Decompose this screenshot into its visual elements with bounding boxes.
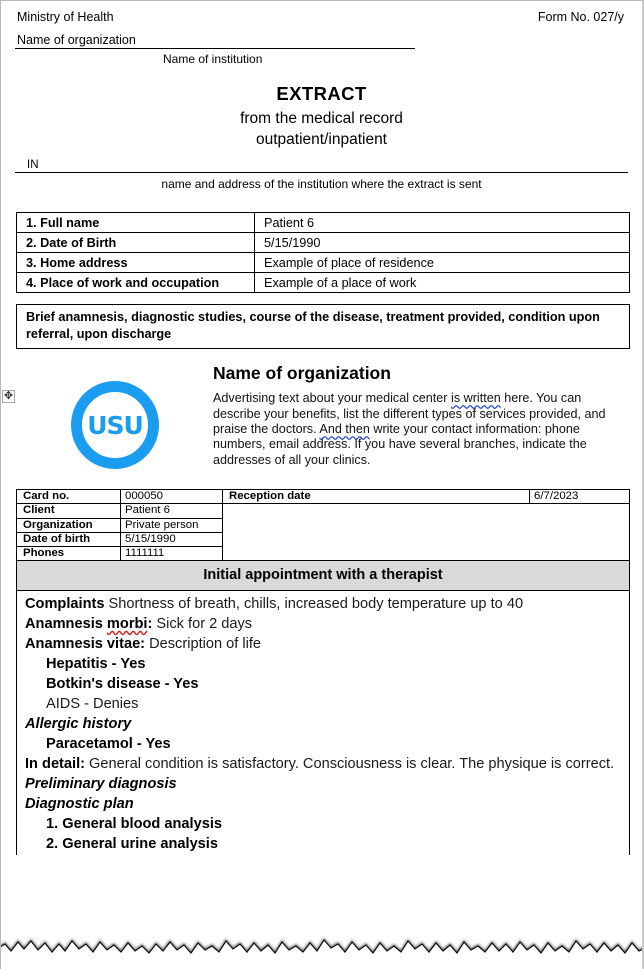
table-row: 1. Full name Patient 6 bbox=[16, 212, 630, 233]
card-field-value[interactable]: 1111111 bbox=[120, 545, 223, 561]
page-title: EXTRACT bbox=[276, 83, 367, 104]
page-subtitle-1: from the medical record bbox=[240, 110, 403, 127]
botkin-disease-item: Botkin's disease - Yes bbox=[46, 675, 199, 692]
table-row: Date of birth 5/15/1990 bbox=[16, 531, 630, 547]
reception-date-value[interactable]: 6/7/2023 bbox=[529, 489, 630, 505]
aids-item: AIDS - Denies bbox=[46, 695, 139, 712]
grammar-flagged-phrase-1: is written bbox=[451, 391, 501, 406]
document-header: Ministry of Health Form No. 027/y bbox=[15, 10, 628, 24]
torn-paper-edge bbox=[1, 925, 642, 969]
allergic-history-header: Allergic history bbox=[25, 715, 132, 732]
hepatitis-item: Hepatitis - Yes bbox=[46, 655, 146, 672]
form-number: Form No. 027/y bbox=[537, 10, 624, 24]
patient-field-label: 3. Home address bbox=[16, 252, 255, 273]
patient-field-value[interactable]: Patient 6 bbox=[254, 212, 630, 233]
table-row: 2. Date of Birth 5/15/1990 bbox=[16, 232, 630, 253]
card-field-value[interactable]: 000050 bbox=[120, 489, 223, 505]
anamnesis-instruction-box: Brief anamnesis, diagnostic studies, cou… bbox=[16, 304, 630, 350]
page-subtitle-2: outpatient/inpatient bbox=[256, 131, 387, 148]
reception-date-label: Reception date bbox=[222, 489, 530, 505]
patient-field-label: 4. Place of work and occupation bbox=[16, 272, 255, 293]
complaints-value: Shortness of breath, chills, increased b… bbox=[104, 595, 524, 612]
advertising-body: Advertising text about your medical cent… bbox=[213, 391, 610, 468]
page-content: Ministry of Health Form No. 027/y Name o… bbox=[1, 1, 642, 855]
clinical-notes: Complaints Shortness of breath, chills, … bbox=[16, 590, 630, 855]
complaints-label: Complaints bbox=[25, 595, 105, 612]
card-field-value[interactable]: Private person bbox=[120, 517, 223, 533]
advertising-block: USU Name of organization Advertising tex… bbox=[15, 363, 628, 470]
institution-caption: Name of institution bbox=[163, 52, 263, 66]
diagnostic-plan-header: Diagnostic plan bbox=[25, 795, 134, 812]
card-field-label: Card no. bbox=[16, 489, 121, 505]
in-detail-label: In detail: bbox=[25, 755, 85, 772]
anamnesis-morbi-line: Anamnesis morbi: Sick for 2 days bbox=[25, 615, 621, 635]
patient-field-value[interactable]: Example of a place of work bbox=[254, 272, 630, 293]
in-detail-line: In detail: General condition is satisfac… bbox=[25, 755, 621, 775]
destination-field[interactable]: IN bbox=[15, 159, 628, 173]
usu-logo-icon: USU bbox=[71, 381, 159, 470]
ministry-label: Ministry of Health bbox=[17, 10, 114, 24]
table-move-handle-icon[interactable]: ✥ bbox=[2, 390, 15, 403]
patient-field-value[interactable]: 5/15/1990 bbox=[254, 232, 630, 253]
card-field-label: Date of birth bbox=[16, 531, 121, 547]
logo-label: USU bbox=[87, 410, 144, 440]
card-field-value[interactable]: 5/15/1990 bbox=[120, 531, 223, 547]
card-field-value[interactable]: Patient 6 bbox=[120, 503, 223, 519]
anamnesis-morbi-label-a: Anamnesis bbox=[25, 615, 107, 632]
destination-caption: name and address of the institution wher… bbox=[161, 177, 482, 191]
anamnesis-morbi-label-c: : bbox=[147, 615, 153, 632]
table-row: Card no. 000050 Reception date 6/7/2023 bbox=[16, 489, 630, 505]
card-empty-cell bbox=[222, 503, 630, 518]
ad-text-part-1: Advertising text about your medical cent… bbox=[213, 391, 452, 406]
table-row: Organization Private person bbox=[16, 517, 630, 533]
card-details-table: Card no. 000050 Reception date 6/7/2023 … bbox=[16, 489, 630, 561]
appointment-section-header: Initial appointment with a therapist bbox=[16, 560, 630, 591]
in-detail-value: General condition is satisfactory. Consc… bbox=[85, 755, 615, 772]
patient-field-value[interactable]: Example of place of residence bbox=[254, 252, 630, 273]
table-row: 4. Place of work and occupation Example … bbox=[16, 272, 630, 293]
complaints-line: Complaints Shortness of breath, chills, … bbox=[25, 595, 621, 615]
table-row: 3. Home address Example of place of resi… bbox=[16, 252, 630, 273]
organization-name-field[interactable]: Name of organization bbox=[15, 33, 415, 49]
table-row: Phones 1111111 bbox=[16, 545, 630, 561]
card-empty-cell bbox=[222, 546, 630, 561]
grammar-flagged-phrase-2: And then bbox=[319, 422, 370, 436]
card-field-label: Phones bbox=[16, 545, 121, 561]
advertising-title: Name of organization bbox=[213, 363, 391, 384]
patient-field-label: 1. Full name bbox=[16, 212, 255, 233]
anamnesis-morbi-value: Sick for 2 days bbox=[152, 615, 253, 632]
card-field-label: Client bbox=[16, 503, 121, 519]
table-row: Client Patient 6 bbox=[16, 503, 630, 519]
ad-text-part-3: write your contact information: phone nu… bbox=[213, 422, 587, 467]
anamnesis-vitae-line: Anamnesis vitae: Description of life bbox=[25, 635, 621, 655]
patient-field-label: 2. Date of Birth bbox=[16, 232, 255, 253]
card-empty-cell bbox=[222, 518, 630, 533]
ad-text-part-2: here. You can describe your benefits, li… bbox=[213, 391, 606, 436]
anamnesis-vitae-label: Anamnesis vitae: bbox=[25, 635, 146, 652]
diagnostic-plan-item-2: 2. General urine analysis bbox=[46, 835, 218, 852]
advertising-text-container: Name of organization Advertising text ab… bbox=[213, 363, 628, 469]
diagnostic-plan-item-1: 1. General blood analysis bbox=[46, 815, 223, 832]
spell-flagged-word-morbi: morbi bbox=[106, 615, 148, 632]
card-empty-cell bbox=[222, 532, 630, 547]
patient-info-table: 1. Full name Patient 6 2. Date of Birth … bbox=[16, 212, 630, 293]
card-field-label: Organization bbox=[16, 517, 121, 533]
paracetamol-item: Paracetamol - Yes bbox=[46, 735, 171, 752]
anamnesis-vitae-value: Description of life bbox=[145, 635, 262, 652]
logo-container: USU bbox=[17, 363, 213, 470]
preliminary-diagnosis-header: Preliminary diagnosis bbox=[25, 775, 177, 792]
